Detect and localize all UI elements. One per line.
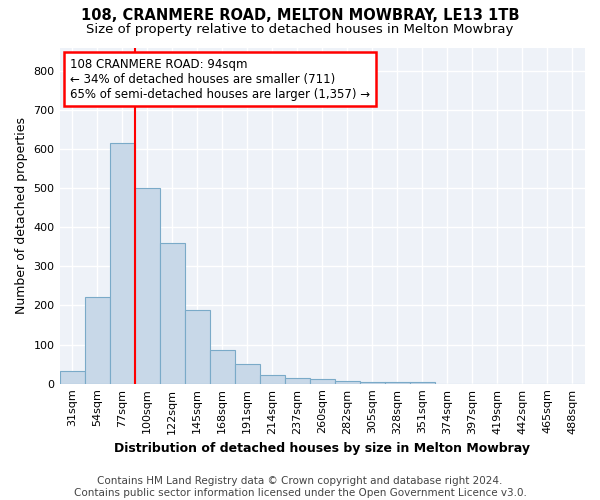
Bar	[310, 378, 335, 384]
Text: Size of property relative to detached houses in Melton Mowbray: Size of property relative to detached ho…	[86, 22, 514, 36]
Bar	[285, 378, 310, 384]
Bar	[185, 310, 209, 384]
Bar	[59, 371, 85, 384]
Bar	[160, 243, 185, 384]
Y-axis label: Number of detached properties: Number of detached properties	[15, 117, 28, 314]
Bar	[235, 364, 260, 384]
Bar	[385, 382, 410, 384]
Bar	[85, 297, 110, 384]
Bar	[110, 144, 134, 384]
Text: 108, CRANMERE ROAD, MELTON MOWBRAY, LE13 1TB: 108, CRANMERE ROAD, MELTON MOWBRAY, LE13…	[81, 8, 519, 22]
Bar	[335, 381, 360, 384]
Bar	[260, 375, 285, 384]
Text: Contains HM Land Registry data © Crown copyright and database right 2024.
Contai: Contains HM Land Registry data © Crown c…	[74, 476, 526, 498]
Bar	[410, 382, 435, 384]
Text: 108 CRANMERE ROAD: 94sqm
← 34% of detached houses are smaller (711)
65% of semi-: 108 CRANMERE ROAD: 94sqm ← 34% of detach…	[70, 58, 370, 100]
Bar	[209, 350, 235, 384]
Bar	[360, 382, 385, 384]
Bar	[134, 188, 160, 384]
X-axis label: Distribution of detached houses by size in Melton Mowbray: Distribution of detached houses by size …	[114, 442, 530, 455]
